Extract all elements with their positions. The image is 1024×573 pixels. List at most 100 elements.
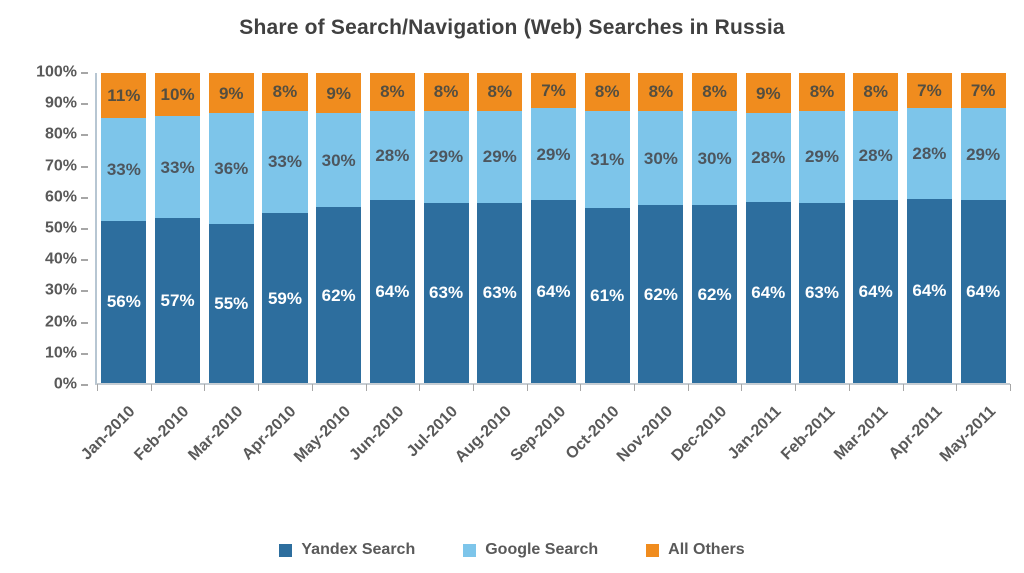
x-tick-mark bbox=[795, 384, 797, 391]
bar: 8% 28% 64% bbox=[369, 73, 415, 383]
segment-google-search: 33% bbox=[101, 118, 147, 221]
segment-google-search: 29% bbox=[960, 108, 1006, 201]
segment-value: 33% bbox=[160, 157, 195, 177]
segment-google-search: 31% bbox=[584, 110, 630, 209]
bar: 8% 29% 63% bbox=[477, 73, 523, 383]
y-tick-label: 100% bbox=[36, 63, 77, 81]
bar: 8% 30% 62% bbox=[692, 73, 738, 383]
bar-slot-aug-2010: 8% 29% 63% bbox=[473, 73, 527, 383]
bar: 8% 33% 59% bbox=[262, 73, 308, 383]
segment-value: 29% bbox=[429, 147, 464, 167]
bar-slot-may-2011: 7% 29% 64% bbox=[956, 73, 1010, 383]
segment-yandex-search: 64% bbox=[745, 201, 791, 383]
segment-google-search: 30% bbox=[692, 110, 738, 206]
segment-value: 29% bbox=[536, 144, 571, 164]
segment-all-others: 9% bbox=[745, 73, 791, 114]
bar-slot-jan-2010: 11% 33% 56% bbox=[97, 73, 151, 383]
segment-value: 63% bbox=[482, 283, 517, 303]
x-axis-labels: Jan-2010 Feb-2010 Mar-2010 Apr-2010 May-2010… bbox=[78, 393, 1010, 501]
segment-value: 8% bbox=[433, 82, 459, 102]
y-tick-mark bbox=[81, 134, 88, 137]
bar-slot-jan-2011: 9% 28% 64% bbox=[741, 73, 795, 383]
x-tick-mark bbox=[204, 384, 206, 391]
segment-yandex-search: 63% bbox=[799, 202, 845, 383]
segment-value: 30% bbox=[321, 150, 356, 170]
x-tick-mark bbox=[97, 384, 98, 391]
bar: 9% 30% 62% bbox=[316, 73, 362, 383]
segment-value: 8% bbox=[863, 82, 888, 102]
segment-value: 8% bbox=[272, 82, 298, 102]
segment-value: 9% bbox=[218, 83, 244, 103]
x-tick-mark bbox=[687, 384, 689, 391]
segment-all-others: 8% bbox=[423, 73, 469, 111]
bar: 8% 31% 61% bbox=[584, 73, 630, 383]
legend-item-google-search: Google Search bbox=[463, 541, 598, 559]
segment-value: 29% bbox=[482, 147, 517, 167]
y-tick-label: 70% bbox=[44, 157, 77, 175]
bar: 9% 36% 55% bbox=[208, 73, 254, 383]
y-tick-mark bbox=[81, 321, 88, 324]
y-tick-label: 10% bbox=[44, 344, 77, 362]
y-tick-mark bbox=[81, 290, 88, 293]
segment-value: 64% bbox=[751, 282, 786, 302]
x-tick-mark bbox=[419, 384, 421, 391]
segment-all-others: 9% bbox=[208, 73, 254, 114]
x-tick-mark bbox=[526, 384, 528, 391]
x-tick-mark bbox=[1010, 384, 1011, 391]
legend: Yandex Search Google Search All Others bbox=[0, 541, 1024, 559]
x-tick-mark bbox=[848, 384, 850, 391]
segment-value: 62% bbox=[321, 285, 356, 305]
segment-value: 28% bbox=[912, 143, 947, 163]
segment-yandex-search: 56% bbox=[101, 220, 147, 383]
segment-google-search: 33% bbox=[155, 115, 201, 219]
segment-google-search: 29% bbox=[530, 108, 577, 201]
segment-google-search: 28% bbox=[745, 113, 791, 202]
segment-yandex-search: 62% bbox=[638, 205, 684, 383]
segment-value: 56% bbox=[106, 292, 141, 312]
legend-item-all-others: All Others bbox=[646, 541, 745, 559]
bars: 11% 33% 56% 10% 33% 57% 9% 36% 55% 8% 33% 59% 9% 30% 6… bbox=[97, 73, 1010, 383]
y-tick-mark bbox=[81, 165, 88, 168]
bar-slot-sep-2010: 7% 29% 64% bbox=[527, 73, 581, 383]
segment-value: 64% bbox=[375, 282, 410, 302]
plot-area: 11% 33% 56% 10% 33% 57% 9% 36% 55% 8% 33% 59% 9% 30% 6… bbox=[95, 73, 1011, 391]
segment-value: 33% bbox=[267, 152, 302, 172]
y-tick-mark bbox=[81, 352, 88, 355]
y-tick-label: 30% bbox=[44, 282, 77, 300]
segment-all-others: 8% bbox=[369, 73, 415, 111]
x-tick-mark bbox=[365, 384, 367, 391]
segment-google-search: 29% bbox=[423, 110, 469, 203]
bar-slot-jun-2010: 8% 28% 64% bbox=[366, 73, 420, 383]
y-tick-label: 20% bbox=[44, 313, 77, 331]
bar-slot-nov-2010: 8% 30% 62% bbox=[634, 73, 688, 383]
segment-all-others: 7% bbox=[960, 73, 1006, 109]
x-tick-mark bbox=[580, 384, 582, 391]
bar-slot-feb-2010: 10% 33% 57% bbox=[151, 73, 205, 383]
segment-google-search: 33% bbox=[262, 110, 308, 214]
segment-value: 61% bbox=[590, 286, 625, 305]
x-tick-mark bbox=[956, 384, 958, 391]
segment-yandex-search: 57% bbox=[155, 218, 201, 383]
segment-value: 63% bbox=[804, 283, 839, 303]
segment-value: 9% bbox=[326, 83, 351, 103]
x-tick-mark bbox=[150, 384, 152, 391]
segment-value: 64% bbox=[912, 281, 947, 301]
segment-value: 31% bbox=[590, 149, 625, 169]
segment-value: 64% bbox=[536, 282, 571, 302]
segment-value: 8% bbox=[594, 82, 620, 102]
x-tick-mark bbox=[902, 384, 904, 391]
segment-value: 7% bbox=[917, 81, 942, 101]
segment-value: 8% bbox=[487, 82, 513, 102]
segment-all-others: 8% bbox=[584, 73, 630, 111]
legend-swatch bbox=[463, 543, 477, 557]
bar: 8% 30% 62% bbox=[638, 73, 684, 383]
segment-google-search: 29% bbox=[799, 110, 845, 203]
segment-value: 7% bbox=[970, 81, 996, 101]
segment-value: 33% bbox=[106, 160, 141, 180]
y-tick-label: 80% bbox=[44, 126, 77, 144]
y-tick-mark bbox=[81, 196, 88, 199]
bar-slot-dec-2010: 8% 30% 62% bbox=[688, 73, 742, 383]
segment-all-others: 8% bbox=[799, 73, 845, 111]
segment-all-others: 7% bbox=[906, 73, 952, 109]
